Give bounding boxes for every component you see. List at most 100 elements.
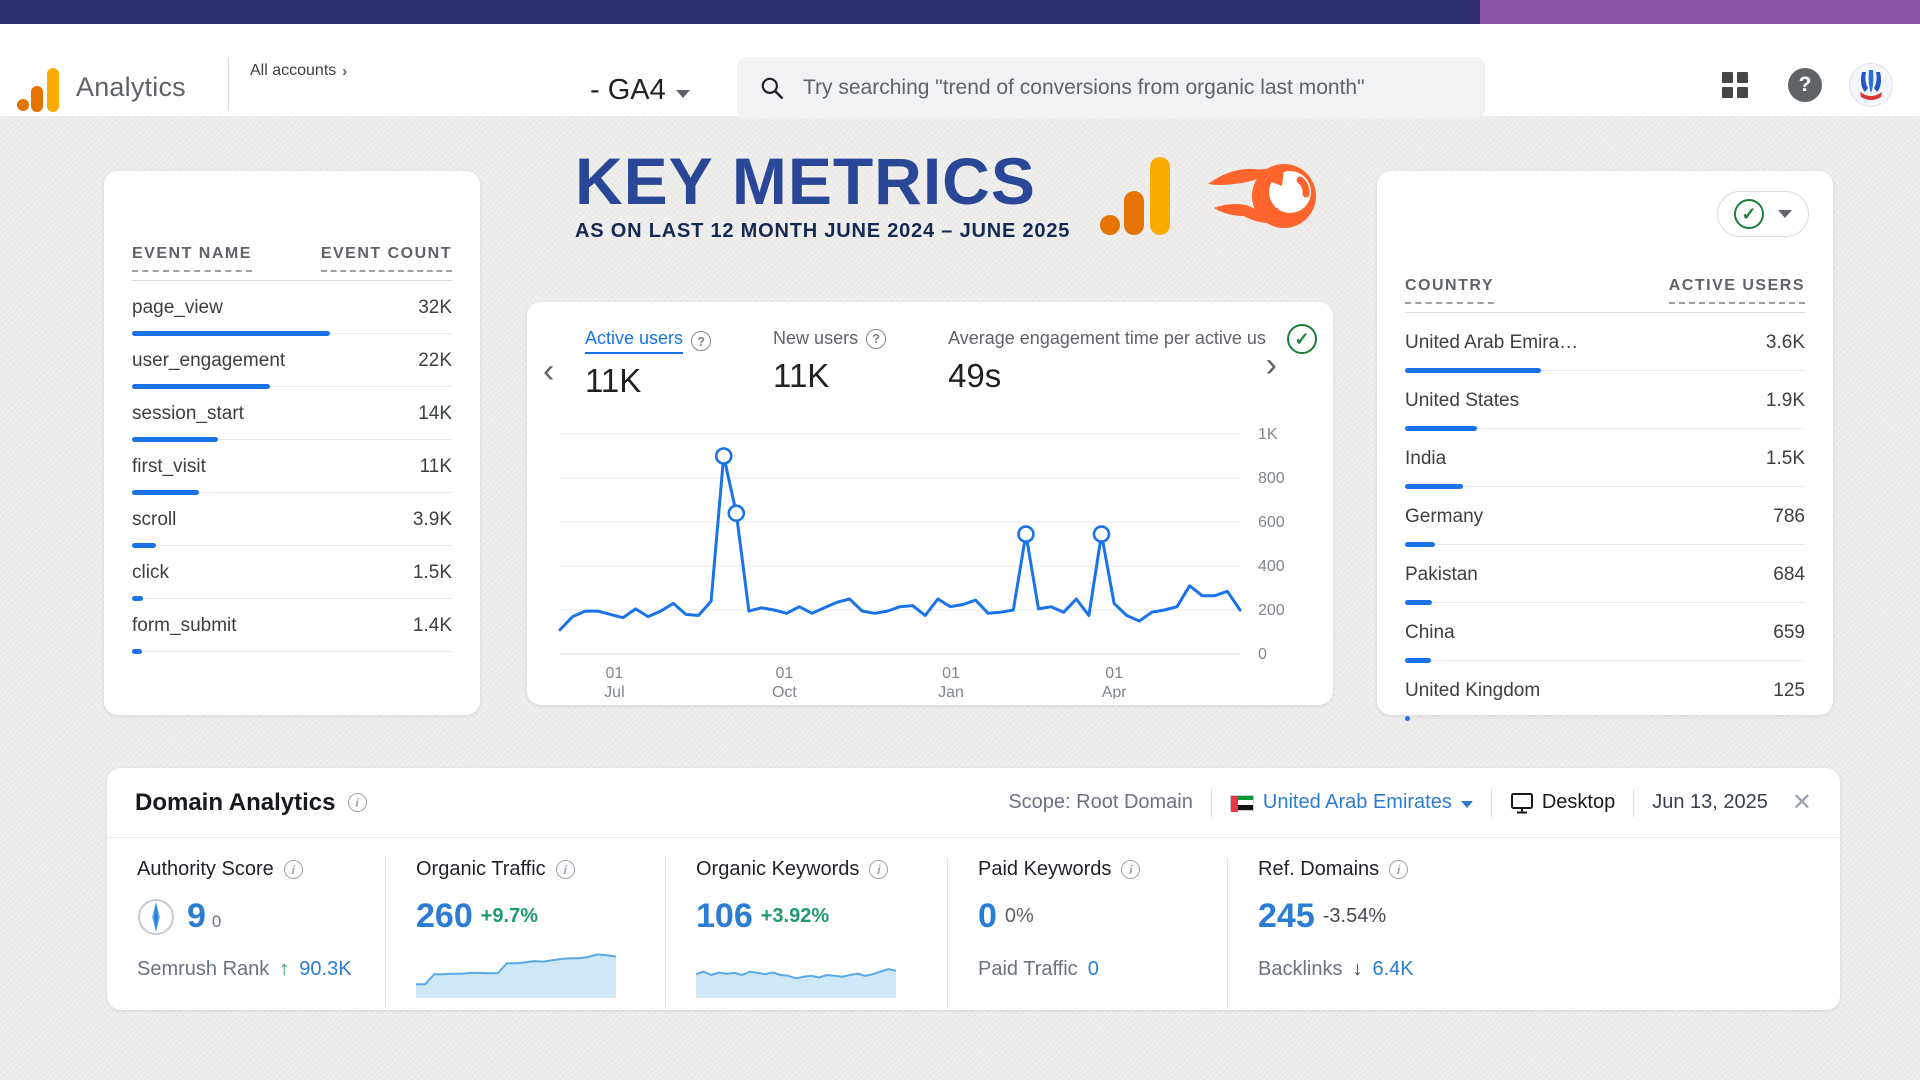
carousel-next-icon[interactable]: › (1265, 346, 1277, 384)
svg-text:400: 400 (1258, 558, 1285, 575)
metric-new-users[interactable]: New users? 11K (773, 328, 887, 400)
country-row[interactable]: Pakistan 684 (1405, 545, 1805, 605)
country-row[interactable]: Germany 786 (1405, 487, 1805, 547)
paid-traffic-value[interactable]: 0 (1087, 958, 1099, 980)
svg-text:Oct: Oct (772, 684, 797, 699)
event-row[interactable]: click 1.5K (132, 546, 452, 601)
info-icon[interactable]: i (869, 860, 889, 879)
event-row[interactable]: first_visit 11K (132, 440, 452, 495)
page-subtitle: AS ON LAST 12 MONTH JUNE 2024 – JUNE 202… (575, 220, 1071, 242)
separator (1490, 788, 1492, 817)
row-bar (132, 649, 142, 654)
events-table-card: EVENT NAME EVENT COUNT page_view 32K user_… (104, 171, 480, 715)
row-bar (132, 596, 143, 601)
row-value: 22K (418, 350, 452, 371)
row-label: United States (1405, 390, 1520, 411)
metric-label: Organic Traffic (416, 858, 546, 880)
metric-label: Average engagement time per active us (948, 328, 1266, 348)
country-selector[interactable]: United Arab Emirates (1229, 791, 1473, 814)
row-value: 1.9K (1765, 390, 1805, 411)
semrush-rank-label: Semrush Rank (137, 958, 270, 980)
device-selector[interactable]: Desktop (1510, 791, 1615, 814)
organic-keywords-sparkline (696, 968, 896, 998)
info-icon[interactable]: i (555, 860, 575, 879)
help-circle-icon[interactable]: ? (866, 328, 887, 349)
countries-col-name[interactable]: COUNTRY (1405, 277, 1495, 304)
backlinks-label: Backlinks (1258, 958, 1343, 980)
event-row[interactable]: session_start 14K (132, 387, 452, 442)
row-bar (1405, 658, 1431, 663)
info-icon[interactable]: i (1121, 860, 1141, 879)
semrush-rank-value[interactable]: 90.3K (299, 958, 352, 980)
organic-traffic-column: Organic Traffic i 260 +9.7% (385, 858, 665, 1008)
authority-score-delta: 0 (211, 912, 222, 931)
authority-score-column: Authority Score i 9 0 Semrush Rank ↑ 90.3… (107, 858, 385, 1008)
header-divider (228, 58, 229, 110)
property-selector[interactable]: - GA4 (590, 74, 690, 107)
organic-keywords-value[interactable]: 106 (696, 897, 753, 935)
organic-traffic-change: +9.7% (480, 905, 538, 927)
info-icon[interactable]: i (347, 793, 367, 812)
event-row[interactable]: form_submit 1.4K (132, 599, 452, 654)
countries-table-header: COUNTRY ACTIVE USERS (1405, 277, 1805, 304)
country-row[interactable]: United Arab Emira… 3.6K (1405, 313, 1805, 373)
metric-active-users[interactable]: Active users? 11K (585, 328, 712, 400)
domain-card-header: Domain Analytics i Scope: Root Domain Un… (107, 768, 1840, 838)
row-divider (1405, 426, 1805, 431)
account-picker[interactable]: All accounts › (250, 62, 347, 80)
search-input[interactable]: Try searching "trend of conversions from… (737, 57, 1485, 119)
row-label: Germany (1405, 506, 1484, 527)
organic-traffic-value[interactable]: 260 (416, 897, 473, 935)
row-divider (132, 384, 452, 389)
events-col-name[interactable]: EVENT NAME (132, 245, 252, 272)
metric-label: Ref. Domains (1258, 858, 1380, 880)
row-label: user_engagement (132, 350, 286, 371)
row-divider (1405, 542, 1805, 547)
ref-domains-column: Ref. Domains i 245 -3.54% Backlinks ↓ 6.4… (1227, 858, 1527, 1008)
active-users-chart-card: ‹ › ✓ Active users? 11K New users? 11K A… (527, 302, 1333, 705)
apps-grid-icon[interactable] (1722, 72, 1748, 98)
app-header: Analytics All accounts › - GA4 Try searc… (0, 24, 1920, 119)
info-icon[interactable]: i (283, 860, 303, 879)
domain-metrics-row: Authority Score i 9 0 Semrush Rank ↑ 90.3… (107, 838, 1840, 1008)
carousel-prev-icon[interactable]: ‹ (543, 352, 555, 390)
countries-col-users[interactable]: ACTIVE USERS (1668, 277, 1805, 304)
row-divider (132, 543, 452, 548)
countries-filter-dropdown[interactable]: ✓ (1717, 191, 1809, 237)
events-col-count[interactable]: EVENT COUNT (320, 245, 452, 272)
row-value: 3.6K (1765, 332, 1805, 353)
country-row[interactable]: United States 1.9K (1405, 371, 1805, 431)
event-row[interactable]: user_engagement 22K (132, 334, 452, 389)
row-label: first_visit (132, 456, 206, 477)
chevron-down-icon (1460, 800, 1473, 808)
device-name: Desktop (1541, 791, 1616, 813)
event-row[interactable]: scroll 3.9K (132, 493, 452, 548)
metric-label: Active users (585, 328, 684, 354)
help-circle-icon[interactable]: ? (691, 331, 712, 351)
row-bar (1405, 716, 1410, 721)
top-stripe-purple-segment (1480, 0, 1920, 24)
country-row[interactable]: United Kingdom 125 (1405, 661, 1805, 721)
svg-text:01: 01 (1105, 665, 1123, 682)
user-avatar[interactable] (1850, 64, 1892, 106)
organic-traffic-sparkline (416, 953, 616, 998)
row-divider (132, 490, 452, 495)
close-icon[interactable]: ✕ (1791, 789, 1812, 816)
metric-avg-engagement[interactable]: Average engagement time per active us 49… (948, 328, 1266, 400)
row-label: page_view (132, 297, 223, 318)
country-row[interactable]: India 1.5K (1405, 429, 1805, 489)
svg-text:600: 600 (1258, 514, 1285, 531)
svg-text:01: 01 (606, 665, 624, 682)
status-check-icon[interactable]: ✓ (1287, 324, 1317, 354)
event-row[interactable]: page_view 32K (132, 281, 452, 336)
row-divider (132, 649, 452, 654)
paid-keywords-value[interactable]: 0 (978, 897, 997, 935)
info-icon[interactable]: i (1389, 860, 1409, 879)
country-row[interactable]: China 659 (1405, 603, 1805, 663)
help-icon[interactable]: ? (1788, 68, 1822, 102)
row-value: 1.4K (412, 615, 452, 636)
ref-domains-value[interactable]: 245 (1258, 897, 1315, 935)
metric-label: New users (773, 328, 859, 348)
analytics-logo-icon[interactable] (16, 66, 62, 112)
backlinks-value[interactable]: 6.4K (1372, 958, 1414, 980)
